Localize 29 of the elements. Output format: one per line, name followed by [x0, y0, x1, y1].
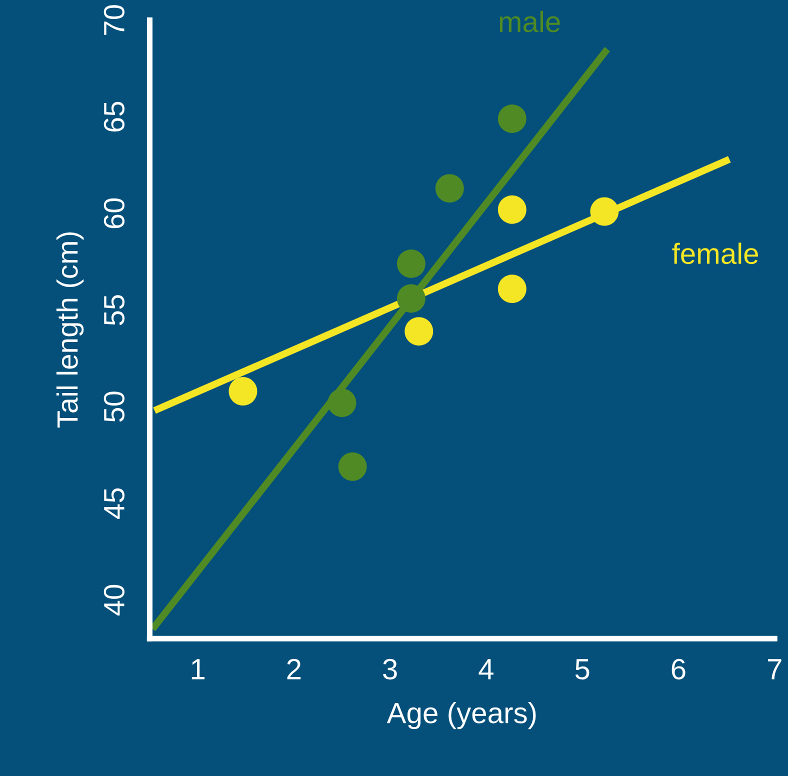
y-tick-label: 60: [104, 198, 125, 228]
x-axis-title: Age (years): [386, 702, 536, 730]
point: [404, 317, 434, 346]
x-tick-label: 1: [192, 659, 204, 680]
point: [435, 174, 464, 203]
y-tick-label: 40: [104, 584, 125, 616]
x-tick-label: 2: [287, 658, 301, 680]
point: [328, 388, 356, 418]
point: [590, 197, 619, 226]
point: [396, 284, 426, 313]
y-tick-label: 45: [104, 488, 125, 519]
point: [498, 104, 526, 133]
y-tick-label: 55: [104, 295, 125, 326]
x-tick-label: 5: [575, 659, 590, 680]
series-label: male: [500, 10, 560, 32]
x-tick-label: 4: [478, 659, 494, 680]
point: [228, 377, 258, 406]
point: [498, 274, 526, 304]
y-tick-label: 50: [104, 392, 125, 422]
series-label: female: [672, 242, 758, 264]
y-tick-label: 70: [104, 5, 125, 35]
x-tick-label: 3: [383, 658, 397, 680]
point: [338, 452, 367, 481]
point: [498, 195, 526, 224]
x-tick-label: 7: [768, 659, 782, 680]
y-tick-label: 65: [104, 102, 125, 132]
x-tick-label: 6: [672, 658, 686, 680]
y-axis-title: Tail length (cm): [56, 232, 84, 428]
point: [396, 249, 426, 278]
